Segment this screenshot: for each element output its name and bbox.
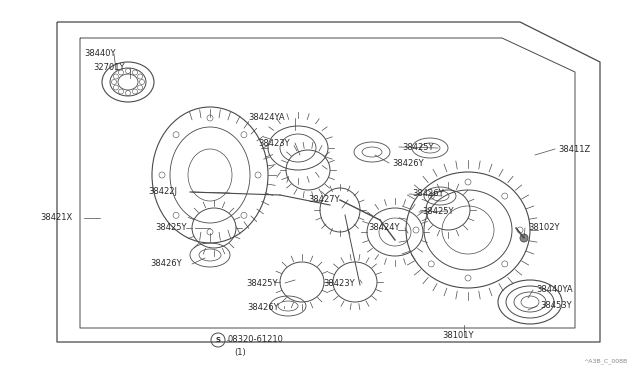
- Text: 38423Y: 38423Y: [323, 279, 355, 288]
- Text: 38426Y: 38426Y: [150, 260, 182, 269]
- Text: ^A3B_C_008B: ^A3B_C_008B: [584, 358, 628, 364]
- Text: 38453Y: 38453Y: [540, 301, 572, 311]
- Text: 38425Y: 38425Y: [155, 224, 186, 232]
- Text: 38440Y: 38440Y: [84, 49, 115, 58]
- Text: 32701Y: 32701Y: [93, 64, 125, 73]
- Text: 38421X: 38421X: [40, 214, 72, 222]
- Text: 38426Y: 38426Y: [412, 189, 444, 199]
- Text: 38427Y: 38427Y: [308, 196, 340, 205]
- Circle shape: [520, 234, 528, 242]
- Text: 38424Y: 38424Y: [368, 224, 399, 232]
- Text: 38422J: 38422J: [148, 187, 177, 196]
- Text: (1): (1): [234, 347, 246, 356]
- Text: 38423Y: 38423Y: [258, 138, 290, 148]
- Text: 38426Y: 38426Y: [392, 158, 424, 167]
- Text: 38425Y: 38425Y: [246, 279, 278, 288]
- Text: S: S: [216, 337, 221, 343]
- Text: 38102Y: 38102Y: [528, 224, 559, 232]
- Text: 38426Y: 38426Y: [247, 304, 278, 312]
- Text: 38425Y: 38425Y: [402, 142, 433, 151]
- Text: 38424YA: 38424YA: [248, 113, 285, 122]
- Text: 38425Y: 38425Y: [422, 208, 454, 217]
- Text: 38440YA: 38440YA: [536, 285, 573, 295]
- Text: 38101Y: 38101Y: [442, 331, 474, 340]
- Text: 38411Z: 38411Z: [558, 144, 590, 154]
- Text: 08320-61210: 08320-61210: [228, 336, 284, 344]
